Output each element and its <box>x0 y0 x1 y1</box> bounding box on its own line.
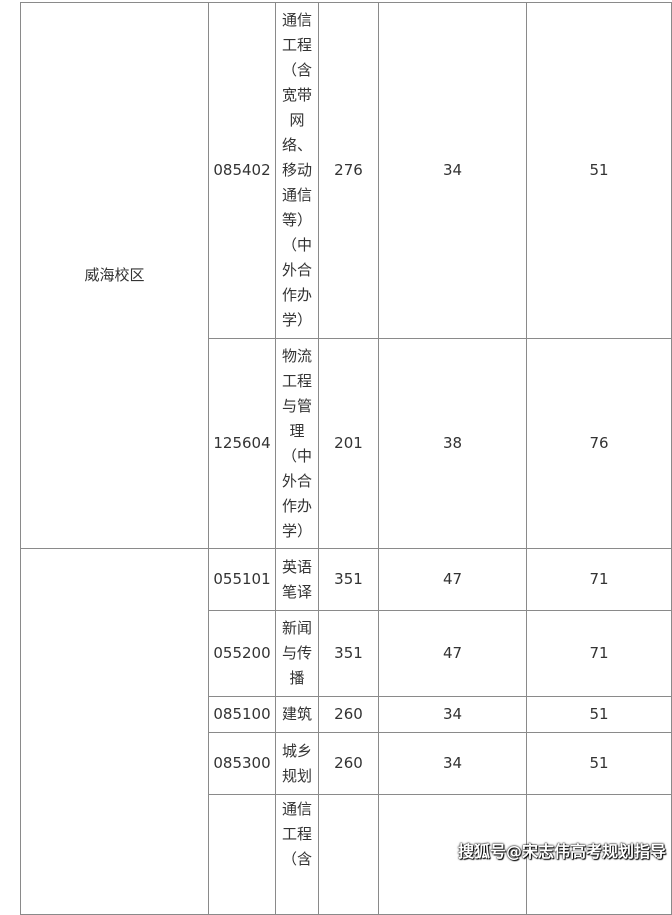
single-score-1-cell: 47 <box>378 548 527 611</box>
code-cell: 055101 <box>208 548 276 611</box>
total-score-cell: 351 <box>318 610 379 697</box>
single-score-1-cell: 34 <box>378 2 527 339</box>
code-cell <box>208 794 276 915</box>
single-score-2-cell: 71 <box>526 548 672 611</box>
major-cell: 通信工程（含宽带网络、移动通信等）（中外合作办学） <box>275 2 319 339</box>
single-score-2-cell: 51 <box>526 696 672 733</box>
score-table: 威海校区 085402 通信工程（含宽带网络、移动通信等）（中外合作办学） 27… <box>20 2 672 915</box>
code-cell: 125604 <box>208 338 276 549</box>
single-score-1-cell: 38 <box>378 338 527 549</box>
total-score-cell: 260 <box>318 696 379 733</box>
total-score-cell: 276 <box>318 2 379 339</box>
code-cell: 085100 <box>208 696 276 733</box>
code-cell: 085402 <box>208 2 276 339</box>
total-score-cell: 201 <box>318 338 379 549</box>
single-score-2-cell: 51 <box>526 732 672 795</box>
single-score-2-cell: 76 <box>526 338 672 549</box>
total-score-cell <box>318 794 379 915</box>
major-cell: 通信工程（含 <box>275 794 319 915</box>
major-cell: 新闻与传播 <box>275 610 319 697</box>
table-row: 055101 英语笔译 351 47 71 <box>20 548 672 915</box>
single-score-1-cell: 34 <box>378 696 527 733</box>
table-row: 055200 新闻与传播 351 47 71 <box>21 610 672 697</box>
major-cell: 城乡规划 <box>275 732 319 795</box>
table-row: 085100 建筑 260 34 51 <box>21 696 672 733</box>
single-score-2-cell: 71 <box>526 610 672 697</box>
single-score-2-cell: 51 <box>526 2 672 339</box>
total-score-cell: 351 <box>318 548 379 611</box>
campus-cell: 威海校区 <box>20 2 209 549</box>
watermark: 搜狐号@宋志伟高考规划指导 <box>458 842 667 861</box>
campus-cell <box>20 548 209 915</box>
single-score-1-cell: 47 <box>378 610 527 697</box>
major-cell: 物流工程与管理（中外合作办学） <box>275 338 319 549</box>
major-cell: 建筑 <box>275 696 319 733</box>
code-cell: 055200 <box>208 610 276 697</box>
major-cell: 英语笔译 <box>275 548 319 611</box>
table-row: 125604 物流工程与管理（中外合作办学） 201 38 76 <box>21 338 672 549</box>
table-row: 威海校区 085402 通信工程（含宽带网络、移动通信等）（中外合作办学） 27… <box>20 2 672 549</box>
single-score-1-cell: 34 <box>378 732 527 795</box>
total-score-cell: 260 <box>318 732 379 795</box>
code-cell: 085300 <box>208 732 276 795</box>
